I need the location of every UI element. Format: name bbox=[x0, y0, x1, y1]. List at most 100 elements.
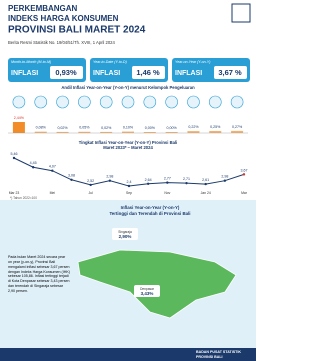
box-value-bg bbox=[50, 66, 83, 79]
x-tick-label: Mar 23 bbox=[9, 191, 20, 195]
x-tick-label: Sep bbox=[126, 191, 132, 195]
point-label: 2,52 bbox=[87, 179, 94, 183]
point-label: 5,46 bbox=[11, 152, 18, 156]
bar bbox=[34, 131, 47, 133]
group-icon bbox=[187, 95, 200, 109]
box-label: INFLASI bbox=[11, 70, 38, 77]
bar-label: 0,10% bbox=[123, 126, 134, 130]
trend-point bbox=[108, 179, 112, 182]
map-callout bbox=[112, 228, 138, 240]
trend-point bbox=[242, 173, 246, 176]
city-name: Denpasar bbox=[140, 287, 155, 291]
bar-label: 0,22% bbox=[188, 125, 199, 129]
bar bbox=[209, 130, 222, 133]
bar bbox=[143, 132, 156, 133]
footer-bar bbox=[0, 348, 256, 361]
x-tick-label: Jul bbox=[88, 191, 93, 195]
trend-point bbox=[12, 156, 16, 160]
footer-region: PROVINSI BALI bbox=[196, 355, 223, 359]
bar bbox=[78, 131, 91, 133]
trend-point bbox=[51, 169, 54, 172]
group-icon bbox=[34, 95, 48, 109]
trend-point bbox=[70, 178, 73, 181]
line-title: Tingkat Inflasi Year-on-Year (Y-on-Y) Pr… bbox=[79, 140, 178, 145]
footer-org: BADAN PUSAT STATISTIK bbox=[196, 350, 241, 354]
line-subtitle: Maret 2023* – Maret 2024 bbox=[103, 145, 153, 150]
trend-point bbox=[89, 183, 92, 187]
x-tick-label: Nov bbox=[164, 191, 170, 195]
bar-label: 0,08% bbox=[36, 126, 47, 130]
point-label: 2,98 bbox=[221, 175, 228, 179]
infographic: PERKEMBANGAN INDEKS HARGA KONSUMEN PROVI… bbox=[0, 3, 256, 361]
x-tick-label: Mar bbox=[241, 191, 248, 195]
trend-point bbox=[127, 184, 131, 188]
point-label: 2,64 bbox=[145, 178, 152, 182]
release-info: Berita Resmi Statistik No. 19/04/51/Th. … bbox=[8, 40, 116, 45]
group-icon bbox=[12, 95, 26, 109]
point-label: 2,71 bbox=[183, 177, 190, 181]
group-icon bbox=[165, 95, 178, 109]
bar-label: 0,27% bbox=[232, 125, 243, 129]
city-name: Singaraja bbox=[118, 230, 132, 234]
bar-label: 2,44% bbox=[14, 116, 25, 120]
group-icon bbox=[208, 95, 222, 109]
bar bbox=[100, 131, 113, 133]
city-value: 2,90% bbox=[119, 234, 132, 239]
x-tick-label: Jan 24 bbox=[201, 191, 211, 195]
bar-label: 0,25% bbox=[210, 125, 221, 129]
group-icon bbox=[121, 95, 135, 109]
bar-label: 0,00% bbox=[167, 126, 178, 130]
paragraph-box: Pada bulan Maret 2024 secara year on yea… bbox=[8, 255, 70, 293]
footnote: *) Tahun 2022=100 bbox=[10, 196, 37, 200]
box-value: 0,93% bbox=[55, 68, 77, 77]
title-line: PERKEMBANGAN bbox=[8, 4, 78, 13]
box-value: 1,46 % bbox=[136, 68, 160, 77]
bali-map bbox=[77, 249, 237, 319]
bar bbox=[165, 132, 178, 133]
group-icon bbox=[99, 95, 113, 109]
paragraph: Pada bulan Maret 2024 secara year on yea… bbox=[8, 255, 70, 293]
group-icon bbox=[78, 95, 91, 109]
group-icon bbox=[143, 95, 157, 109]
title-line: INDEKS HARGA KONSUMEN bbox=[8, 14, 119, 23]
trend-point bbox=[146, 182, 150, 186]
box-period: Month-to-Month (M-to-M) bbox=[11, 60, 51, 64]
qr-code bbox=[231, 3, 251, 23]
group-icon bbox=[56, 95, 69, 109]
title-line: PROVINSI BALI MARET 2024 bbox=[8, 25, 146, 36]
trend-point bbox=[223, 179, 227, 182]
trend-point bbox=[166, 181, 169, 184]
box-value-bg bbox=[132, 66, 165, 79]
bar-label: 0,02% bbox=[101, 126, 112, 130]
bar bbox=[12, 122, 25, 133]
box-label: INFLASI bbox=[175, 70, 202, 77]
bar-label: 0,00% bbox=[145, 126, 156, 130]
point-label: 2,77 bbox=[164, 177, 171, 181]
point-label: 2,61 bbox=[202, 178, 209, 182]
point-label: 3,08 bbox=[68, 174, 75, 178]
box-period: Year-to-Date (Y-to-D) bbox=[93, 60, 127, 64]
map-title: Inflasi Year-on-Year (Y-on-Y) bbox=[121, 205, 180, 210]
map-callout bbox=[134, 285, 160, 297]
bar bbox=[231, 130, 244, 133]
box-value-bg bbox=[214, 66, 247, 79]
point-label: 2,98 bbox=[106, 175, 113, 179]
map-subtitle: Tertinggi dan Terendah di Provinsi Bali bbox=[109, 211, 190, 216]
bar bbox=[122, 131, 134, 133]
city-value: 3,43% bbox=[141, 291, 154, 296]
bar-title: Andil Inflasi Year-on-Year (Y-on-Y) menu… bbox=[61, 85, 195, 90]
point-label: 4,07 bbox=[49, 165, 56, 169]
point-label: 2,4 bbox=[127, 180, 132, 184]
box-period: Year-on-Year (Y-on-Y) bbox=[175, 60, 210, 64]
bar bbox=[187, 131, 200, 133]
bar-label: 0,05% bbox=[79, 126, 90, 130]
box-label: INFLASI bbox=[93, 70, 120, 77]
box-value: 3,67 % bbox=[218, 68, 242, 77]
point-label: 4,45 bbox=[30, 161, 37, 165]
trend-point bbox=[204, 182, 207, 186]
group-icon bbox=[230, 95, 244, 109]
trend-point bbox=[185, 181, 188, 185]
point-label: 3,67 bbox=[241, 168, 248, 172]
bar-label: 0,02% bbox=[57, 126, 68, 130]
bar bbox=[56, 131, 69, 133]
